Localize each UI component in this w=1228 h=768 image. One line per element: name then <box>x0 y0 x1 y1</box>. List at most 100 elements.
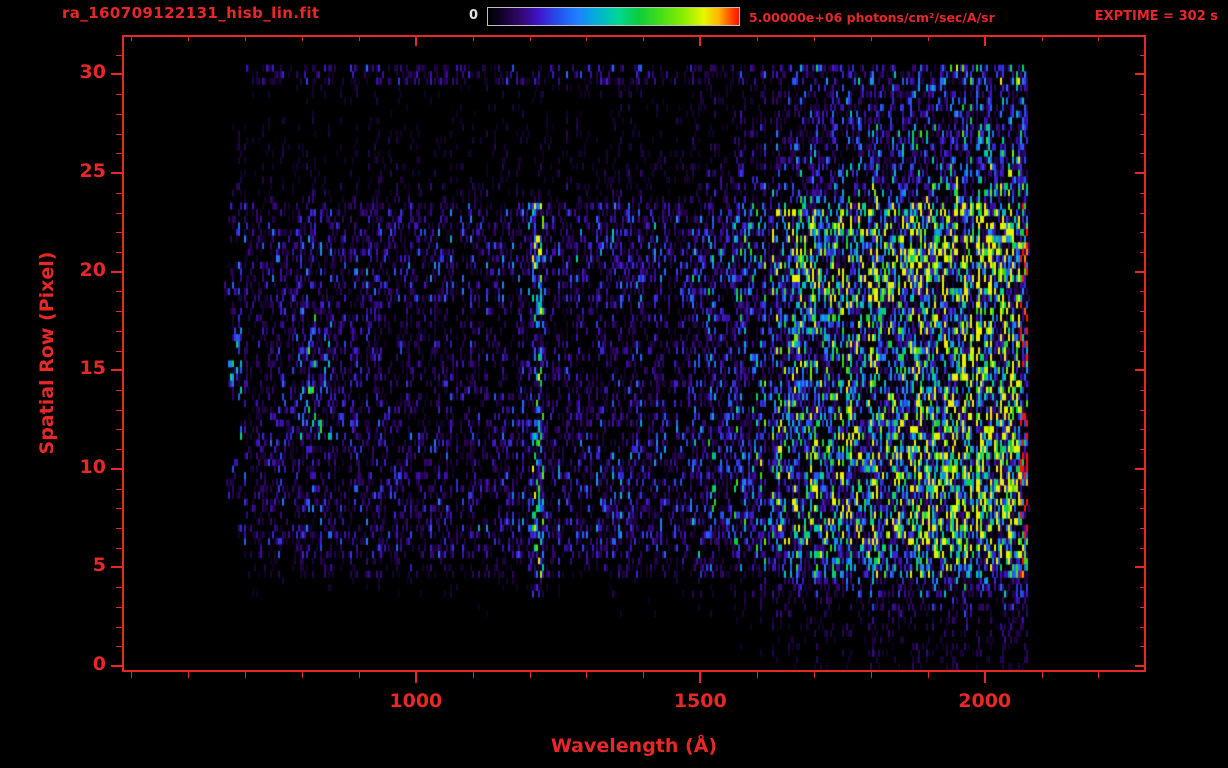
x-major-tick <box>414 672 417 683</box>
y-minor-tick <box>116 488 122 490</box>
y-major-tick-mirror <box>1135 73 1144 76</box>
x-minor-tick-mirror <box>188 37 190 41</box>
y-minor-tick-mirror <box>1140 389 1144 391</box>
y-minor-tick-mirror <box>1140 133 1144 135</box>
y-minor-tick-mirror <box>1140 449 1144 451</box>
x-minor-tick-mirror <box>927 37 929 41</box>
y-minor-tick-mirror <box>1140 212 1144 214</box>
y-major-tick <box>111 270 122 273</box>
y-tick-label: 20 <box>79 258 106 281</box>
y-minor-tick-mirror <box>1140 547 1144 549</box>
y-minor-tick-mirror <box>1140 311 1144 313</box>
x-tick-label: 2000 <box>958 690 1012 712</box>
y-major-tick <box>111 172 122 175</box>
x-minor-tick <box>586 672 588 678</box>
y-minor-tick-mirror <box>1140 350 1144 352</box>
y-minor-tick <box>116 212 122 214</box>
x-minor-tick <box>1098 672 1100 678</box>
x-minor-tick <box>131 672 133 678</box>
y-minor-tick <box>116 626 122 628</box>
y-major-tick <box>111 665 122 668</box>
y-minor-tick-mirror <box>1140 153 1144 155</box>
y-axis-title: Spatial Row (Pixel) <box>36 251 58 455</box>
x-minor-tick-mirror <box>1098 37 1100 41</box>
plot-frame <box>122 35 1146 672</box>
colorbar-min-label: 0 <box>468 8 478 23</box>
file-name-title: ra_160709122131_hisb_lin.fit <box>62 4 320 22</box>
y-minor-tick <box>116 133 122 135</box>
x-minor-tick-mirror <box>586 37 588 41</box>
x-minor-tick-mirror <box>529 37 531 41</box>
y-minor-tick <box>116 153 122 155</box>
y-major-tick-mirror <box>1135 270 1144 273</box>
x-minor-tick-mirror <box>870 37 872 41</box>
y-minor-tick-mirror <box>1140 192 1144 194</box>
x-major-tick <box>699 672 702 683</box>
y-minor-tick-mirror <box>1140 508 1144 510</box>
x-minor-tick-mirror <box>302 37 304 41</box>
y-minor-tick-mirror <box>1140 409 1144 411</box>
x-major-tick-mirror <box>983 37 986 46</box>
y-major-tick-mirror <box>1135 369 1144 372</box>
x-minor-tick <box>1041 672 1043 678</box>
y-minor-tick <box>116 113 122 115</box>
y-minor-tick <box>116 508 122 510</box>
x-minor-tick-mirror <box>358 37 360 41</box>
y-minor-tick-mirror <box>1140 291 1144 293</box>
y-major-tick-mirror <box>1135 665 1144 668</box>
x-minor-tick <box>188 672 190 678</box>
x-minor-tick-mirror <box>131 37 133 41</box>
x-major-tick <box>983 672 986 683</box>
y-major-tick-mirror <box>1135 172 1144 175</box>
colorbar-max-label: 5.00000e+06 photons/cm²/sec/A/sr <box>749 10 995 25</box>
x-minor-tick <box>358 672 360 678</box>
x-minor-tick-mirror <box>245 37 247 41</box>
y-tick-label: 10 <box>79 455 106 478</box>
y-minor-tick <box>116 429 122 431</box>
y-tick-label: 30 <box>79 61 106 84</box>
y-minor-tick-mirror <box>1140 606 1144 608</box>
y-major-tick-mirror <box>1135 467 1144 470</box>
x-minor-tick-mirror <box>1041 37 1043 41</box>
y-minor-tick-mirror <box>1140 54 1144 56</box>
x-minor-tick <box>870 672 872 678</box>
y-minor-tick <box>116 449 122 451</box>
y-minor-tick <box>116 350 122 352</box>
y-minor-tick <box>116 389 122 391</box>
exptime-label: EXPTIME = 302 s <box>1094 9 1218 24</box>
x-minor-tick <box>927 672 929 678</box>
y-major-tick <box>111 73 122 76</box>
y-major-tick <box>111 566 122 569</box>
y-minor-tick-mirror <box>1140 528 1144 530</box>
x-tick-label: 1000 <box>389 690 443 712</box>
y-minor-tick <box>116 330 122 332</box>
y-minor-tick <box>116 192 122 194</box>
x-minor-tick-mirror <box>757 37 759 41</box>
x-major-tick-mirror <box>414 37 417 46</box>
y-minor-tick <box>116 409 122 411</box>
y-minor-tick-mirror <box>1140 94 1144 96</box>
y-major-tick <box>111 467 122 470</box>
y-minor-tick <box>116 646 122 648</box>
y-tick-label: 25 <box>79 160 106 183</box>
x-minor-tick <box>814 672 816 678</box>
y-minor-tick-mirror <box>1140 429 1144 431</box>
y-minor-tick <box>116 547 122 549</box>
y-tick-label: 5 <box>92 554 106 577</box>
x-minor-tick <box>757 672 759 678</box>
y-minor-tick <box>116 311 122 313</box>
x-minor-tick <box>302 672 304 678</box>
y-minor-tick-mirror <box>1140 232 1144 234</box>
y-minor-tick-mirror <box>1140 587 1144 589</box>
x-minor-tick-mirror <box>472 37 474 41</box>
y-minor-tick <box>116 587 122 589</box>
y-minor-tick <box>116 291 122 293</box>
x-axis-title: Wavelength (Å) <box>550 735 718 757</box>
y-minor-tick <box>116 232 122 234</box>
y-minor-tick <box>116 528 122 530</box>
colorbar-gradient <box>487 7 740 26</box>
y-major-tick <box>111 369 122 372</box>
y-minor-tick-mirror <box>1140 113 1144 115</box>
y-minor-tick-mirror <box>1140 626 1144 628</box>
